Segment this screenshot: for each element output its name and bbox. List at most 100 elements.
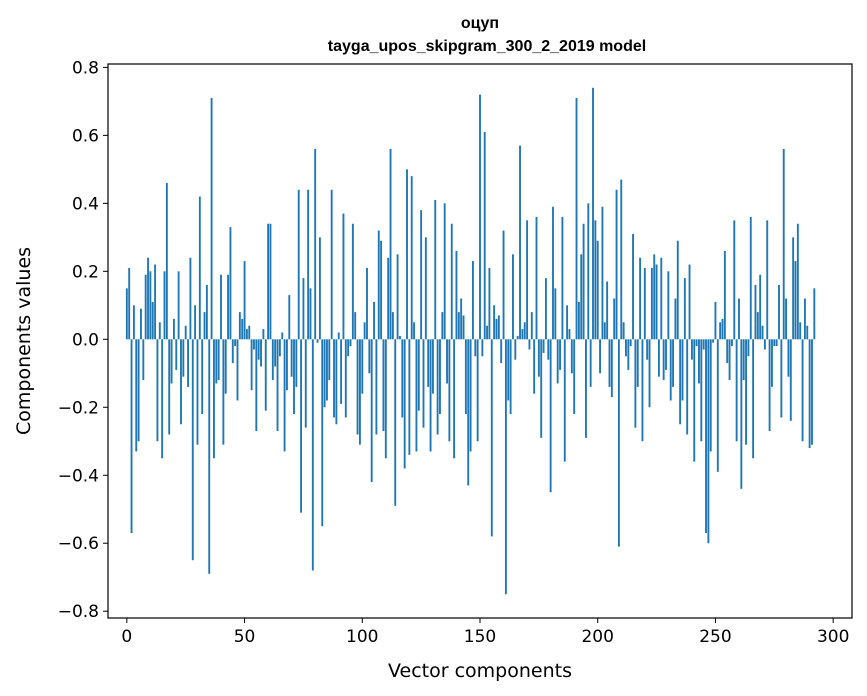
bar — [222, 339, 225, 445]
bar — [709, 339, 712, 452]
bar — [370, 339, 373, 483]
bar — [333, 339, 335, 418]
bar — [264, 339, 267, 411]
x-tick-label: 100 — [346, 627, 378, 647]
bar — [344, 339, 347, 418]
bar — [683, 278, 686, 340]
y-tick-label: −0.4 — [58, 466, 99, 486]
bar — [752, 339, 755, 459]
bar — [243, 261, 246, 340]
bar — [253, 339, 255, 350]
x-tick-label: 150 — [464, 627, 496, 647]
bar — [474, 339, 477, 357]
bar — [144, 274, 147, 340]
bar — [380, 240, 383, 340]
bar — [763, 339, 766, 350]
bar — [733, 220, 736, 340]
bar — [754, 284, 757, 340]
bar — [453, 339, 456, 459]
bar — [627, 339, 630, 370]
bar — [151, 301, 154, 340]
x-tick-label: 300 — [817, 627, 849, 647]
bar — [467, 339, 470, 486]
bar — [669, 339, 672, 401]
bar — [434, 199, 437, 340]
bar — [646, 339, 649, 360]
bar — [420, 210, 423, 340]
bar — [382, 339, 385, 432]
bar — [413, 322, 416, 340]
bar — [676, 240, 679, 340]
bar — [540, 339, 543, 438]
bar — [749, 216, 752, 340]
bar — [217, 339, 220, 381]
bar — [278, 339, 281, 357]
bar — [509, 339, 512, 415]
bar — [613, 298, 616, 340]
bar — [702, 339, 705, 350]
bar — [410, 176, 413, 340]
bar — [526, 220, 529, 340]
bar — [431, 339, 434, 394]
bar — [311, 339, 314, 571]
bar — [759, 274, 762, 340]
bar — [577, 301, 580, 340]
bar — [738, 298, 740, 340]
bar — [587, 203, 590, 340]
bar — [450, 223, 453, 340]
bar — [606, 281, 609, 340]
bar — [533, 339, 536, 394]
bar — [335, 339, 338, 425]
bar — [234, 339, 237, 347]
plot-frame — [107, 63, 853, 619]
axis-ticks: 0 50 100 150 200 250 300 0.8 0.6 0.4 0.2 0.0 −0.2 −0.… — [58, 58, 850, 647]
bar — [813, 288, 816, 340]
bar — [245, 329, 248, 340]
bar — [672, 339, 674, 387]
bar — [778, 284, 780, 340]
bar — [391, 312, 394, 340]
bar — [248, 325, 251, 340]
bar — [789, 339, 792, 421]
bar — [130, 339, 133, 534]
bar — [238, 312, 241, 340]
bar — [125, 288, 128, 340]
bar — [387, 257, 390, 340]
bar — [140, 308, 142, 340]
bar — [462, 315, 465, 340]
bar — [580, 254, 583, 340]
bar — [142, 339, 145, 381]
bar — [448, 339, 451, 442]
bar — [568, 329, 571, 340]
bar — [422, 339, 425, 428]
bar — [184, 325, 187, 340]
bar — [688, 264, 691, 340]
bar — [154, 264, 157, 340]
bar — [735, 339, 738, 442]
bar — [636, 339, 639, 387]
bar — [497, 315, 500, 340]
bar — [257, 339, 260, 360]
bar — [262, 329, 265, 340]
bar — [205, 284, 208, 340]
bar — [295, 339, 298, 387]
bar — [502, 230, 505, 340]
bar — [782, 148, 785, 340]
bar — [742, 339, 745, 381]
bar — [726, 339, 729, 364]
bar — [271, 339, 274, 381]
bar — [714, 301, 717, 340]
bar — [363, 322, 366, 340]
bar — [811, 339, 813, 445]
bar — [161, 339, 164, 459]
bar — [424, 237, 427, 340]
bar — [547, 339, 550, 360]
bar — [695, 339, 698, 347]
bar — [455, 250, 458, 340]
bar — [375, 339, 378, 435]
bar — [224, 339, 227, 394]
bar — [653, 254, 656, 340]
bar — [792, 237, 795, 340]
bar — [740, 339, 743, 489]
bar — [389, 148, 392, 340]
